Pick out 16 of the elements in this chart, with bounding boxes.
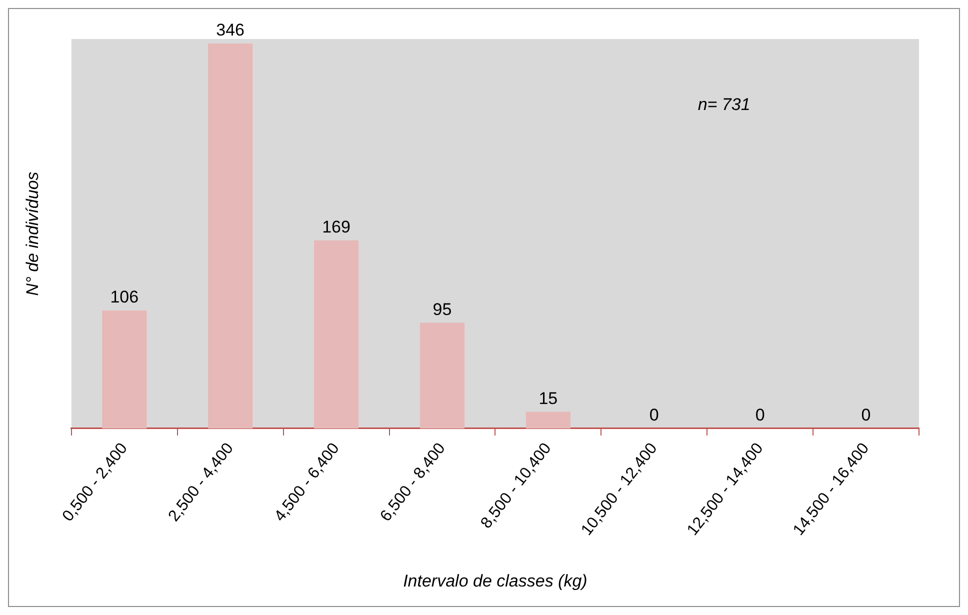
y-axis-title: N° de indivíduos: [22, 171, 42, 296]
bar: [314, 240, 359, 428]
data-label: 0: [861, 406, 871, 425]
bar: [420, 322, 464, 428]
data-label: 346: [216, 20, 245, 40]
data-label: 106: [110, 288, 139, 307]
bar: [102, 310, 147, 428]
data-label: 15: [538, 388, 558, 408]
bar: [208, 43, 253, 428]
data-label: 0: [755, 406, 765, 425]
annotation: n= 731: [698, 94, 750, 114]
x-axis-title: Intervalo de classes (kg): [403, 572, 588, 591]
data-label: 0: [649, 406, 659, 425]
bar: [526, 412, 570, 428]
data-label: 95: [432, 300, 452, 319]
data-label: 169: [322, 218, 350, 237]
